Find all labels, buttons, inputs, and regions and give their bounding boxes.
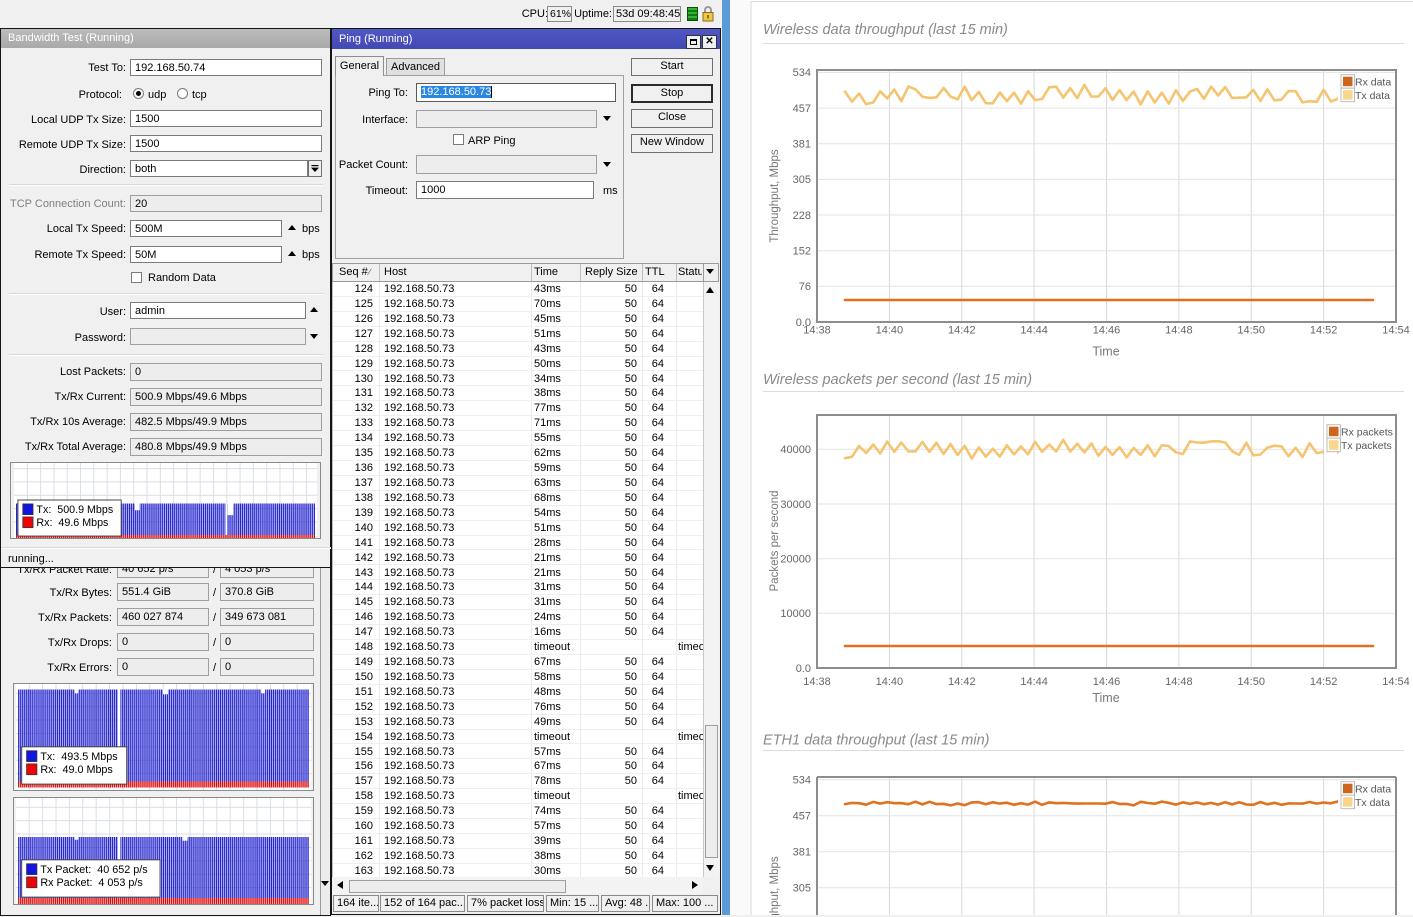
svg-text:14:38: 14:38 — [803, 325, 831, 337]
svg-text:Rx data: Rx data — [1355, 76, 1391, 88]
svg-text:14:40: 14:40 — [876, 676, 904, 688]
svg-text:30000: 30000 — [780, 499, 811, 511]
svg-text:Time: Time — [1092, 691, 1119, 705]
svg-text:0.0: 0.0 — [796, 317, 811, 329]
svg-text:ETH1 data throughput (last 15: ETH1 data throughput (last 15 min) — [763, 733, 989, 749]
svg-text:14:48: 14:48 — [1165, 325, 1193, 337]
svg-text:381: 381 — [793, 139, 811, 151]
svg-text:0.0: 0.0 — [796, 663, 811, 675]
svg-text:534: 534 — [793, 775, 811, 787]
svg-text:381: 381 — [793, 847, 811, 859]
svg-text:14:42: 14:42 — [948, 676, 976, 688]
svg-text:152: 152 — [793, 246, 811, 258]
svg-text:14:52: 14:52 — [1310, 325, 1338, 337]
svg-text:14:46: 14:46 — [1093, 676, 1121, 688]
svg-text:Rx packets: Rx packets — [1341, 426, 1393, 438]
svg-text:14:48: 14:48 — [1165, 676, 1193, 688]
svg-text:Tx data: Tx data — [1355, 90, 1390, 102]
svg-text:14:46: 14:46 — [1093, 325, 1121, 337]
svg-text:14:50: 14:50 — [1237, 325, 1265, 337]
svg-text:14:38: 14:38 — [803, 676, 831, 688]
svg-text:457: 457 — [793, 811, 811, 823]
svg-text:Rx: 49.0 Mbps: Rx: 49.0 Mbps — [40, 764, 113, 776]
svg-text:457: 457 — [793, 103, 811, 115]
svg-text:76: 76 — [799, 281, 811, 293]
svg-text:14:52: 14:52 — [1310, 676, 1338, 688]
svg-text:534: 534 — [793, 67, 811, 79]
svg-text:305: 305 — [793, 883, 811, 895]
svg-text:Wireless packets per second (l: Wireless packets per second (last 15 min… — [763, 372, 1032, 388]
svg-text:Time: Time — [1092, 345, 1119, 359]
svg-text:14:54: 14:54 — [1382, 325, 1410, 337]
svg-text:Packets per second: Packets per second — [769, 490, 781, 591]
svg-text:Tx packets: Tx packets — [1341, 440, 1392, 452]
svg-text:Rx: 49.6 Mbps: Rx: 49.6 Mbps — [36, 517, 108, 529]
svg-text:40000: 40000 — [780, 444, 811, 456]
svg-text:Tx: 493.5 Mbps: Tx: 493.5 Mbps — [40, 751, 117, 763]
svg-text:20000: 20000 — [780, 554, 811, 566]
svg-text:14:44: 14:44 — [1020, 676, 1048, 688]
svg-text:Throughput, Mbps: Throughput, Mbps — [769, 149, 781, 243]
svg-text:14:54: 14:54 — [1382, 676, 1410, 688]
svg-text:Rx data: Rx data — [1355, 783, 1391, 795]
svg-text:14:40: 14:40 — [876, 325, 904, 337]
svg-text:Tx: 500.9 Mbps: Tx: 500.9 Mbps — [36, 504, 113, 516]
svg-text:Rx Packet: 4 053 p/s: Rx Packet: 4 053 p/s — [40, 877, 142, 889]
svg-text:10000: 10000 — [780, 608, 811, 620]
svg-text:305: 305 — [793, 174, 811, 186]
svg-text:14:42: 14:42 — [948, 325, 976, 337]
svg-text:Throughput, Mbps: Throughput, Mbps — [769, 856, 781, 915]
svg-text:228: 228 — [793, 210, 811, 222]
svg-text:14:50: 14:50 — [1237, 676, 1265, 688]
svg-text:14:44: 14:44 — [1020, 325, 1048, 337]
svg-text:Tx Packet: 40 652 p/s: Tx Packet: 40 652 p/s — [40, 864, 147, 876]
svg-text:Wireless data throughput (last: Wireless data throughput (last 15 min) — [763, 22, 1008, 38]
svg-text:Tx data: Tx data — [1355, 797, 1390, 809]
